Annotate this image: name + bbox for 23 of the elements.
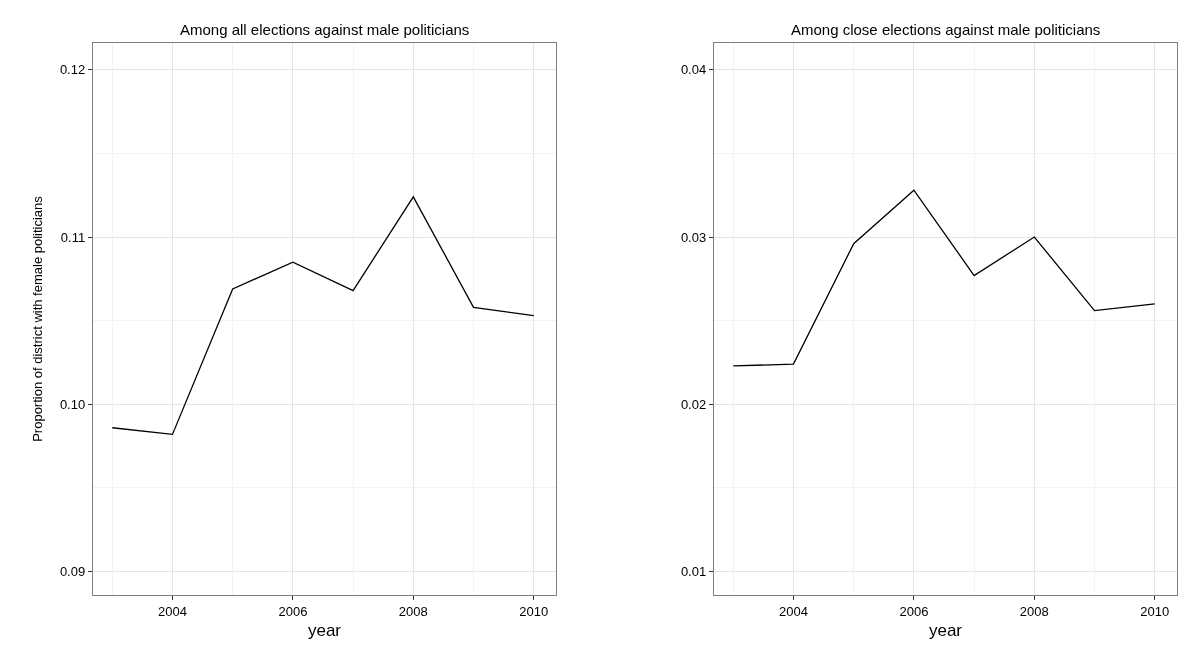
x-tick-label: 2004 [779, 603, 808, 619]
x-tick-label: 2010 [1140, 603, 1170, 619]
y-tick-label: 0.04 [680, 62, 707, 78]
x-tick-label: 2006 [278, 603, 308, 619]
y-tick-label: 0.12 [59, 62, 86, 78]
y-tick-label: 0.01 [680, 564, 707, 580]
y-tick-label: 0.03 [680, 229, 707, 245]
y-tick-label: 0.10 [59, 396, 86, 412]
y-tick-label: 0.02 [680, 396, 707, 412]
line-series [111, 196, 535, 436]
x-tick-label: 2004 [158, 603, 187, 619]
y-tick-label: 0.09 [59, 564, 86, 580]
x-tick-label: 2010 [519, 603, 549, 619]
x-axis-title: year [928, 621, 963, 641]
y-axis-title: Proportion of district with female politicians [29, 195, 45, 442]
x-axis-title: year [307, 621, 342, 641]
chart-title: Among all elections against male politicians [180, 21, 470, 38]
y-tick-label: 0.11 [60, 229, 86, 245]
x-tick-label: 2006 [899, 603, 929, 619]
x-tick-label: 2008 [1019, 603, 1049, 619]
x-tick-label: 2008 [398, 603, 428, 619]
line-series [732, 189, 1156, 367]
chart-title: Among close elections against male politicians [791, 21, 1101, 38]
